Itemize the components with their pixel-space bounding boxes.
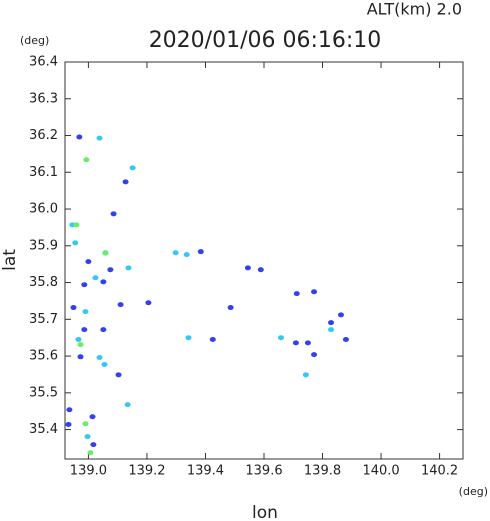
- echo-point: [82, 309, 89, 315]
- echo-point: [100, 327, 107, 333]
- echo-point: [145, 300, 152, 306]
- echo-point: [89, 414, 96, 420]
- echo-point: [76, 134, 83, 140]
- echo-point: [110, 211, 117, 217]
- y-tick-label: 35.6: [29, 349, 58, 364]
- y-tick-label: 36.3: [29, 91, 58, 106]
- y-tick-label: 36.0: [29, 202, 58, 217]
- echo-point: [183, 252, 190, 258]
- x-tick-label: 139.2: [128, 464, 165, 479]
- echo-point: [102, 250, 109, 256]
- echo-point: [65, 421, 72, 427]
- echo-point: [83, 157, 90, 163]
- echo-point: [72, 240, 79, 246]
- echo-point: [185, 335, 192, 341]
- echo-point: [197, 249, 204, 255]
- echo-point: [77, 354, 84, 360]
- y-unit: (deg): [20, 34, 49, 47]
- echo-point: [96, 135, 103, 141]
- echo-point: [337, 312, 344, 318]
- echo-point: [66, 407, 73, 413]
- echo-point: [117, 302, 124, 308]
- chart-title: 2020/01/06 06:16:10: [149, 28, 382, 53]
- echo-point: [292, 340, 299, 346]
- echo-point: [90, 442, 97, 448]
- echo-point: [328, 327, 335, 333]
- echo-point: [302, 372, 309, 378]
- echo-point: [77, 342, 84, 348]
- echo-point: [311, 352, 318, 358]
- echo-point: [304, 340, 311, 346]
- echo-point: [328, 320, 335, 326]
- echo-point: [129, 165, 136, 171]
- x-tick-label: 140.0: [362, 464, 399, 479]
- echo-point: [84, 434, 91, 440]
- subtitle: ALT(km) 2.0: [367, 0, 462, 19]
- echo-point: [87, 450, 94, 456]
- echo-point: [293, 291, 300, 297]
- y-tick-label: 35.4: [29, 422, 58, 437]
- echo-point: [244, 265, 251, 271]
- echo-point: [209, 337, 216, 343]
- echo-point: [73, 222, 80, 228]
- echo-point: [75, 337, 82, 343]
- echo-point: [92, 275, 99, 281]
- y-tick-label: 35.8: [29, 275, 58, 290]
- x-axis-label: lon: [252, 503, 278, 521]
- x-tick-label: 139.4: [187, 464, 224, 479]
- x-tick-label: 139.8: [304, 464, 341, 479]
- echo-point: [342, 337, 349, 343]
- x-unit: (deg): [459, 485, 488, 498]
- echo-point: [81, 282, 88, 288]
- y-tick-label: 36.2: [29, 128, 58, 143]
- y-tick-label: 35.7: [29, 312, 58, 327]
- echo-point: [107, 267, 114, 273]
- echo-point: [81, 327, 88, 333]
- y-tick-label: 36.4: [29, 55, 58, 70]
- echo-point: [124, 402, 131, 408]
- y-axis-label: lat: [0, 249, 20, 271]
- plot-frame: [64, 61, 464, 460]
- echo-point: [311, 289, 318, 295]
- x-tick-label: 139.0: [70, 464, 107, 479]
- echo-point: [100, 279, 107, 285]
- echo-point: [96, 355, 103, 361]
- x-tick-label: 139.6: [245, 464, 282, 479]
- echo-point: [115, 372, 122, 378]
- y-tick-label: 35.9: [29, 238, 58, 253]
- echo-point: [257, 267, 264, 273]
- echo-point: [122, 179, 129, 185]
- echo-point: [172, 250, 179, 256]
- x-tick-label: 140.2: [421, 464, 458, 479]
- y-tick-label: 36.1: [29, 165, 58, 180]
- echo-point: [125, 265, 132, 271]
- echo-point: [227, 305, 234, 311]
- y-tick-label: 35.5: [29, 385, 58, 400]
- echo-point: [70, 305, 77, 311]
- echo-point: [82, 421, 89, 427]
- echo-point: [85, 259, 92, 265]
- echo-point: [277, 335, 284, 341]
- echo-point: [101, 362, 108, 368]
